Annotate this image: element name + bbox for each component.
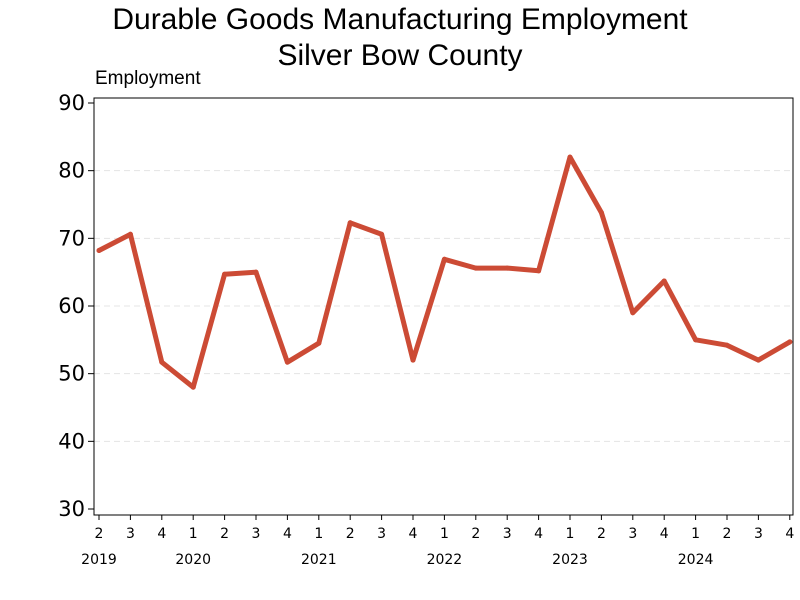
year-label: 2021 bbox=[301, 552, 337, 568]
x-tick-label: 2 bbox=[597, 526, 606, 542]
x-tick-label: 1 bbox=[314, 526, 323, 542]
year-label: 2023 bbox=[552, 552, 588, 568]
x-tick-label: 3 bbox=[252, 526, 261, 542]
data-point bbox=[347, 220, 353, 226]
y-axis-label: Employment bbox=[95, 68, 201, 89]
data-point bbox=[536, 268, 542, 274]
y-tick-label: 50 bbox=[58, 362, 85, 386]
data-point bbox=[316, 340, 322, 346]
chart-subtitle: Silver Bow County bbox=[277, 39, 523, 72]
data-point bbox=[441, 256, 447, 262]
x-tick-label: 2 bbox=[471, 526, 480, 542]
data-point bbox=[253, 269, 259, 275]
x-tick-label: 4 bbox=[283, 526, 292, 542]
x-tick-label: 2 bbox=[346, 526, 355, 542]
data-point bbox=[159, 359, 165, 365]
x-tick-label: 1 bbox=[691, 526, 700, 542]
data-point bbox=[787, 339, 793, 345]
x-tick-label: 1 bbox=[189, 526, 198, 542]
data-point bbox=[567, 154, 573, 160]
chart-title-main: Durable Goods Manufacturing Employment bbox=[112, 3, 688, 36]
y-tick-label: 60 bbox=[58, 294, 85, 318]
data-point bbox=[190, 384, 196, 390]
year-label: 2024 bbox=[678, 552, 714, 568]
x-tick-label: 3 bbox=[628, 526, 637, 542]
data-point bbox=[724, 342, 730, 348]
data-point bbox=[755, 357, 761, 363]
x-tick-label: 3 bbox=[126, 526, 135, 542]
y-axis: 30 40 50 60 70 80 90 bbox=[58, 91, 94, 521]
x-tick-label: 2 bbox=[95, 526, 104, 542]
data-point bbox=[96, 248, 102, 254]
year-labels: 2019 2020 2021 2022 2023 2024 bbox=[81, 552, 713, 568]
year-label: 2022 bbox=[427, 552, 463, 568]
data-point bbox=[379, 231, 385, 237]
gridlines bbox=[94, 170, 793, 442]
data-point bbox=[284, 359, 290, 365]
x-tick-label: 4 bbox=[660, 526, 669, 542]
year-label: 2020 bbox=[175, 552, 211, 568]
x-tick-label: 2 bbox=[220, 526, 229, 542]
x-axis: 2 3 4 1 2 3 4 1 2 3 4 1 2 3 4 1 2 3 4 1 2 3 4 bbox=[95, 515, 794, 542]
series-line-employment bbox=[96, 154, 793, 390]
x-tick-label: 1 bbox=[440, 526, 449, 542]
y-tick-label: 90 bbox=[58, 91, 85, 115]
x-tick-label: 4 bbox=[785, 526, 794, 542]
x-tick-label: 4 bbox=[409, 526, 418, 542]
data-point bbox=[222, 271, 228, 277]
x-tick-label: 3 bbox=[754, 526, 763, 542]
data-point bbox=[127, 231, 133, 237]
data-point bbox=[410, 357, 416, 363]
data-point bbox=[630, 310, 636, 316]
data-point bbox=[598, 210, 604, 216]
x-tick-label: 4 bbox=[534, 526, 543, 542]
x-tick-label: 1 bbox=[566, 526, 575, 542]
x-tick-label: 4 bbox=[157, 526, 166, 542]
data-point bbox=[473, 265, 479, 271]
y-tick-label: 80 bbox=[58, 159, 85, 183]
data-point bbox=[693, 337, 699, 343]
data-point bbox=[504, 265, 510, 271]
y-tick-label: 40 bbox=[58, 429, 85, 453]
data-point bbox=[661, 278, 667, 284]
series-group bbox=[96, 154, 793, 390]
x-tick-label: 2 bbox=[723, 526, 732, 542]
chart-title: Durable Goods Manufacturing Employment S… bbox=[0, 2, 800, 74]
y-tick-label: 30 bbox=[58, 497, 85, 521]
year-label: 2019 bbox=[81, 552, 117, 568]
y-tick-label: 70 bbox=[58, 226, 85, 250]
x-tick-label: 3 bbox=[503, 526, 512, 542]
x-tick-label: 3 bbox=[377, 526, 386, 542]
